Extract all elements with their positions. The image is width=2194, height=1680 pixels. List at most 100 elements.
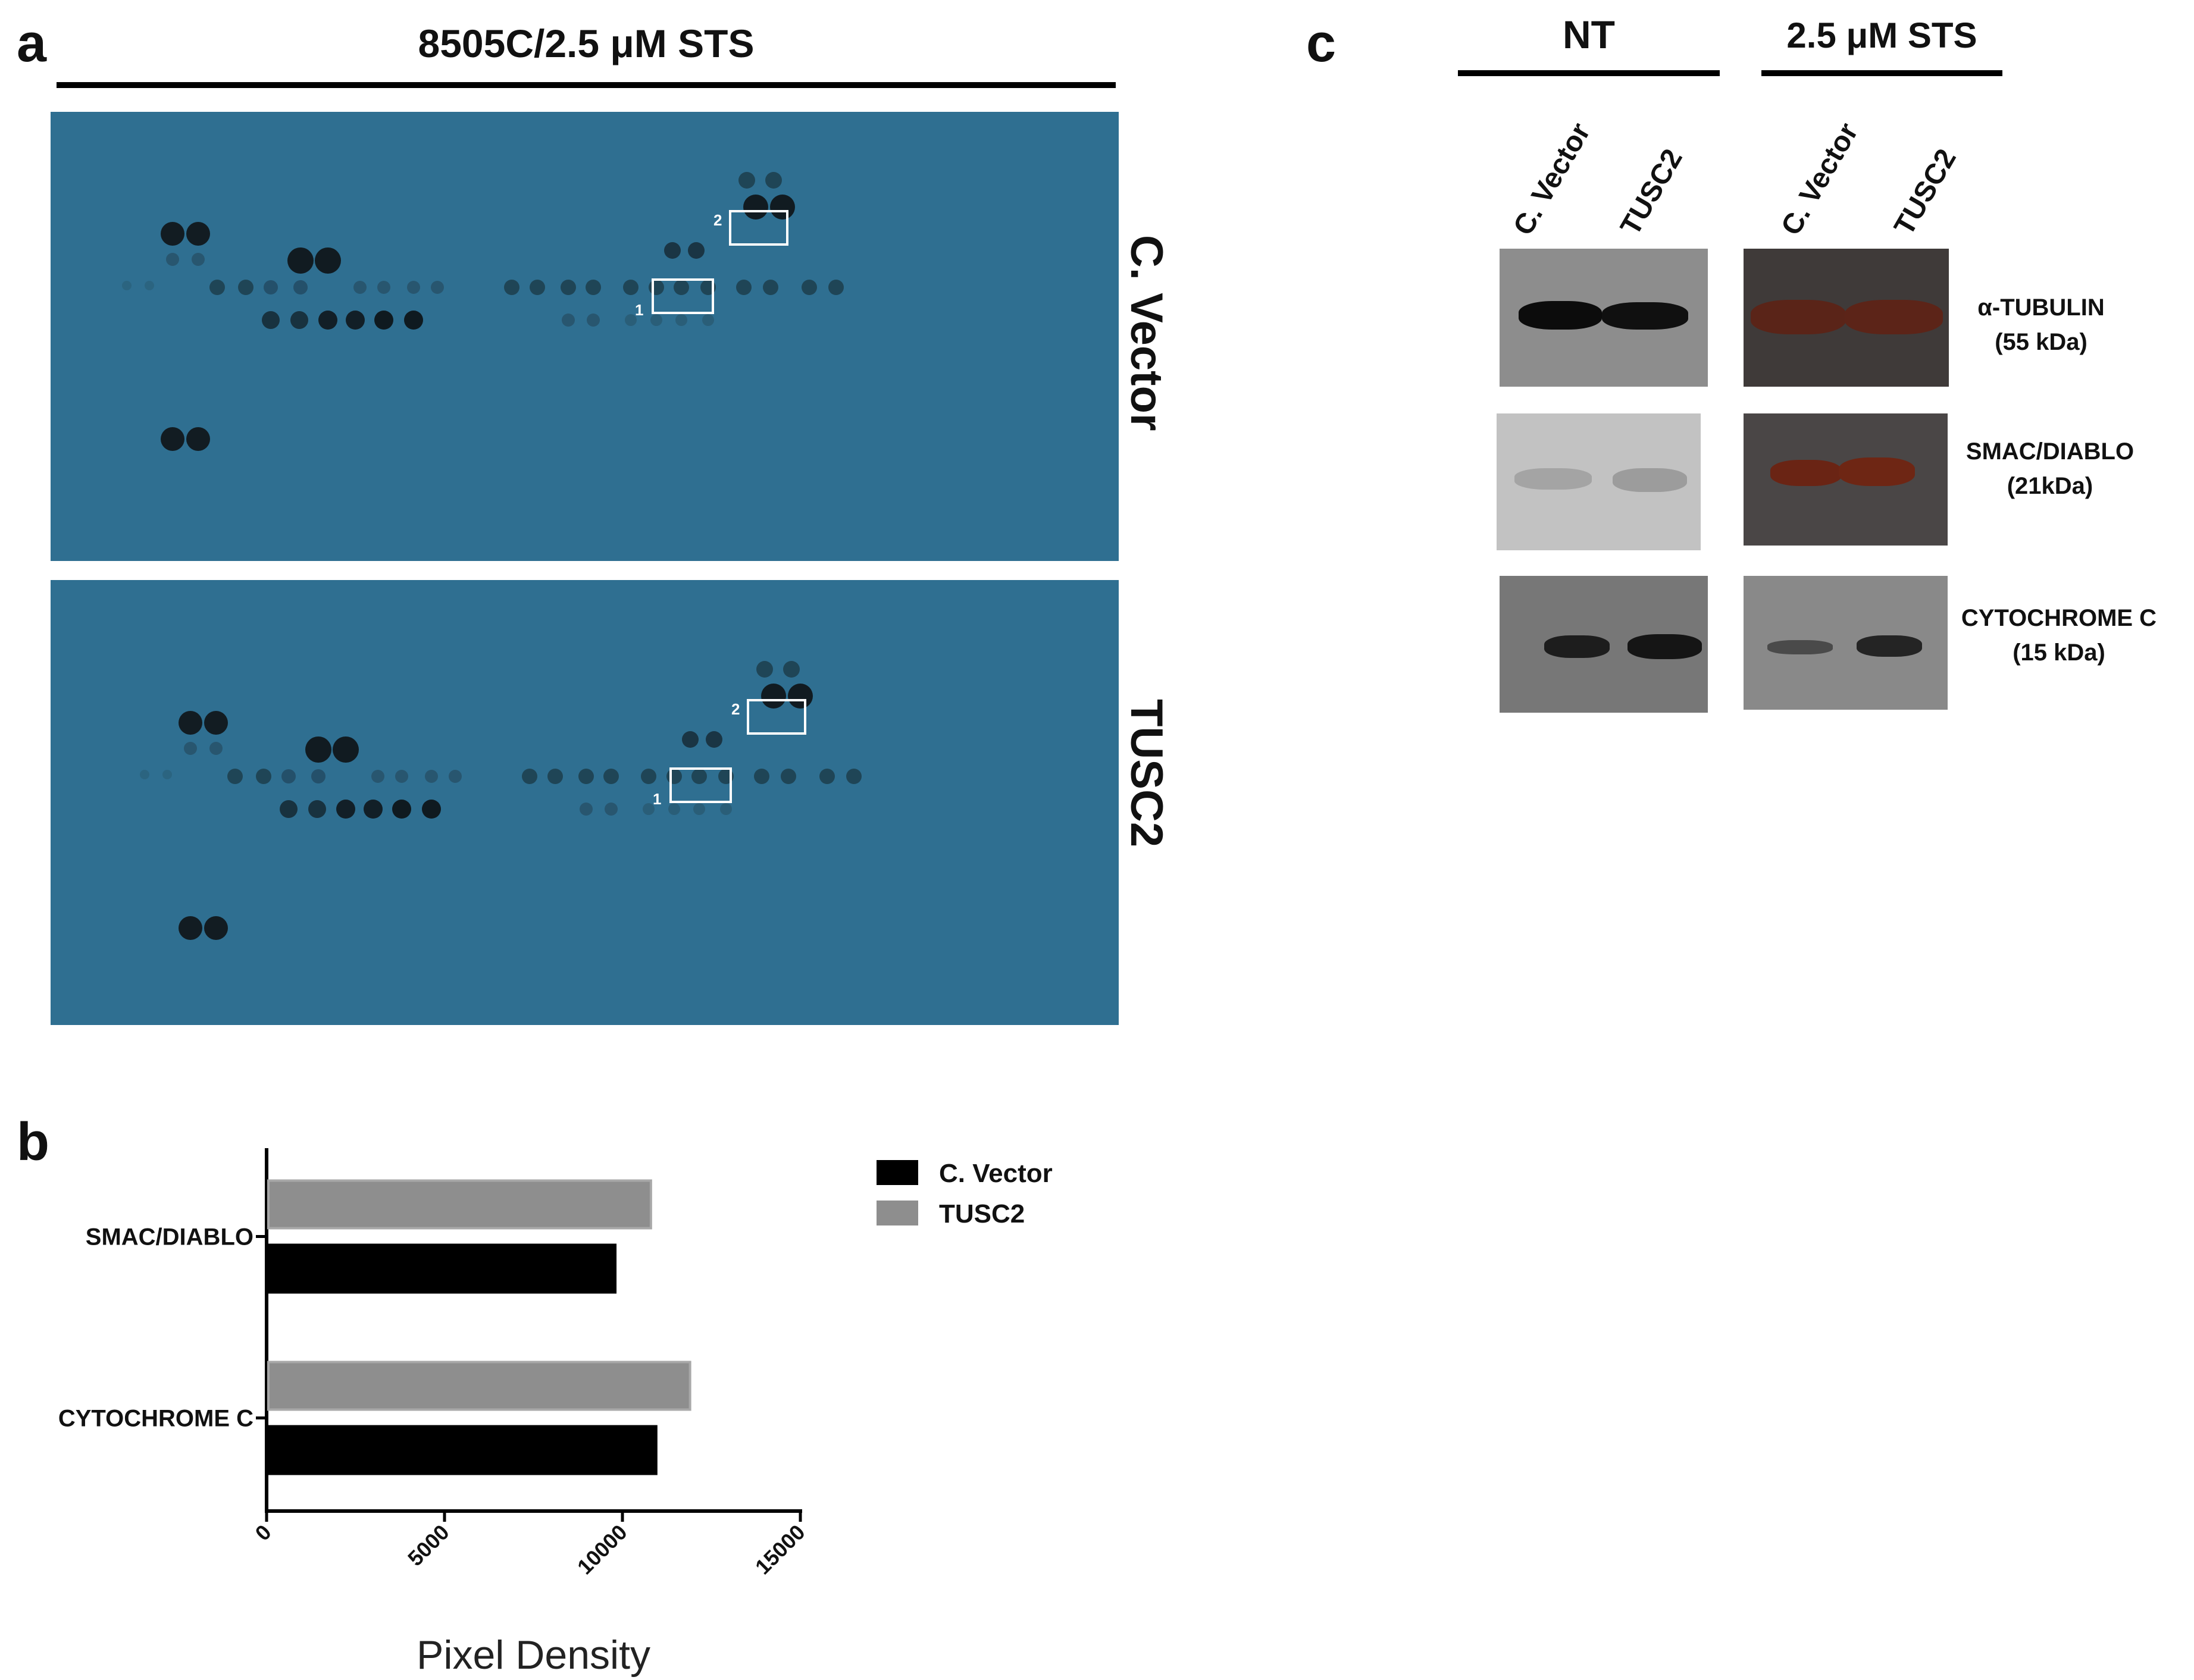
category-label: CYTOCHROME C — [58, 1406, 253, 1432]
array-spot — [192, 253, 205, 266]
array-spot — [547, 769, 563, 784]
array-spot — [562, 314, 575, 327]
blot-smac-nt — [1497, 413, 1701, 550]
array-spot — [682, 731, 699, 748]
array-spot — [431, 281, 444, 294]
array-spot — [605, 803, 618, 816]
row-label-tusc2: TUSC2 — [1121, 699, 1172, 848]
array-spot — [186, 427, 210, 451]
array-spot — [763, 280, 778, 295]
array-spot — [140, 770, 149, 779]
band — [1839, 457, 1915, 486]
array-spot — [371, 770, 384, 783]
bar-c-vector — [267, 1243, 617, 1294]
array-spot — [311, 769, 325, 783]
array-spot — [650, 314, 662, 326]
array-spot — [204, 711, 228, 735]
group-label-nt: NT — [1563, 12, 1615, 57]
band — [1770, 460, 1842, 486]
category-label: SMAC/DIABLO — [86, 1224, 253, 1250]
roi-box-2 — [729, 210, 788, 246]
roi-number-2: 2 — [713, 211, 722, 229]
array-spot — [308, 800, 326, 818]
band — [1627, 634, 1702, 659]
array-spot — [281, 769, 296, 783]
x-tick-label: 0 — [251, 1520, 276, 1546]
array-spot — [702, 314, 714, 326]
array-spot — [395, 770, 408, 783]
lane-label-sts-c-vector: C. Vector — [1775, 117, 1865, 241]
x-tick-label: 15000 — [750, 1520, 810, 1579]
array-spot — [754, 769, 769, 784]
roi-box-1 — [669, 767, 732, 803]
array-spot — [364, 800, 383, 819]
panel-a-header: 8505C/2.5 μM STS — [418, 21, 755, 65]
array-spot — [664, 242, 681, 259]
blot-tubulin-nt — [1500, 249, 1708, 387]
array-spot — [404, 311, 423, 330]
array-spot — [736, 280, 752, 295]
array-spot — [802, 280, 817, 295]
array-spot — [318, 311, 337, 330]
array-spot — [578, 769, 594, 784]
blot-size-smac: (21kDa) — [2007, 473, 2093, 499]
blot-name-tubulin: α-TUBULIN — [1977, 294, 2105, 321]
array-spot — [783, 661, 800, 678]
array-spot — [561, 280, 576, 295]
array-spot — [145, 281, 154, 290]
roi-number-2: 2 — [731, 700, 740, 718]
array-spot — [586, 280, 601, 295]
array-spot — [179, 711, 202, 735]
row-label-c-vector: C. Vector — [1121, 235, 1172, 431]
array-spot — [641, 769, 656, 784]
band — [1751, 300, 1846, 334]
roi-number-1: 1 — [635, 301, 644, 319]
legend-swatch-c-vector — [877, 1160, 918, 1185]
array-spot — [649, 280, 664, 295]
bar-c-vector — [267, 1425, 658, 1475]
array-spot — [293, 280, 308, 294]
array-spot — [756, 661, 773, 678]
array-spot — [603, 769, 619, 784]
array-spot — [315, 247, 341, 274]
array-spot — [819, 769, 835, 784]
array-spot — [256, 769, 271, 784]
bar-chart: SMAC/DIABLO CYTOCHROME C 0 5000 10000 15000 Pi… — [58, 1148, 810, 1678]
array-spot — [377, 281, 390, 294]
x-axis-title: Pixel Density — [417, 1632, 650, 1678]
x-tick-label: 5000 — [403, 1520, 454, 1571]
array-spot — [449, 770, 462, 783]
band — [1767, 640, 1833, 654]
roi-number-1: 1 — [653, 790, 662, 808]
lane-label-sts-tusc2: TUSC2 — [1888, 143, 1963, 241]
blot-label-tubulin: α-TUBULIN (55 kDa) — [1958, 290, 2124, 359]
band — [1544, 635, 1610, 658]
array-spot — [353, 281, 367, 294]
array-spot — [305, 736, 331, 763]
array-spot — [666, 769, 682, 784]
array-spot — [580, 803, 593, 816]
bar-tusc2 — [267, 1179, 652, 1230]
array-spot — [425, 770, 438, 783]
array-spot — [504, 280, 519, 295]
array-spot — [209, 280, 225, 295]
array-spot — [166, 253, 179, 266]
array-spot — [675, 314, 687, 326]
array-spot — [770, 195, 795, 220]
legend-label-c-vector: C. Vector — [939, 1159, 1053, 1188]
array-spot — [346, 311, 365, 330]
legend-swatch-tusc2 — [877, 1201, 918, 1225]
blot-cytc-sts — [1744, 576, 1948, 710]
panel-b-letter: b — [17, 1112, 49, 1172]
array-spot — [720, 803, 732, 815]
array-spot — [761, 684, 786, 709]
x-tick-label: 10000 — [572, 1520, 632, 1579]
lane-label-nt-tusc2: TUSC2 — [1614, 143, 1689, 241]
array-spot — [374, 311, 393, 330]
band — [1613, 468, 1687, 492]
array-spot — [668, 803, 680, 815]
array-spot — [336, 800, 355, 819]
array-spot — [706, 731, 722, 748]
array-spot — [625, 314, 637, 326]
array-spot — [204, 916, 228, 940]
